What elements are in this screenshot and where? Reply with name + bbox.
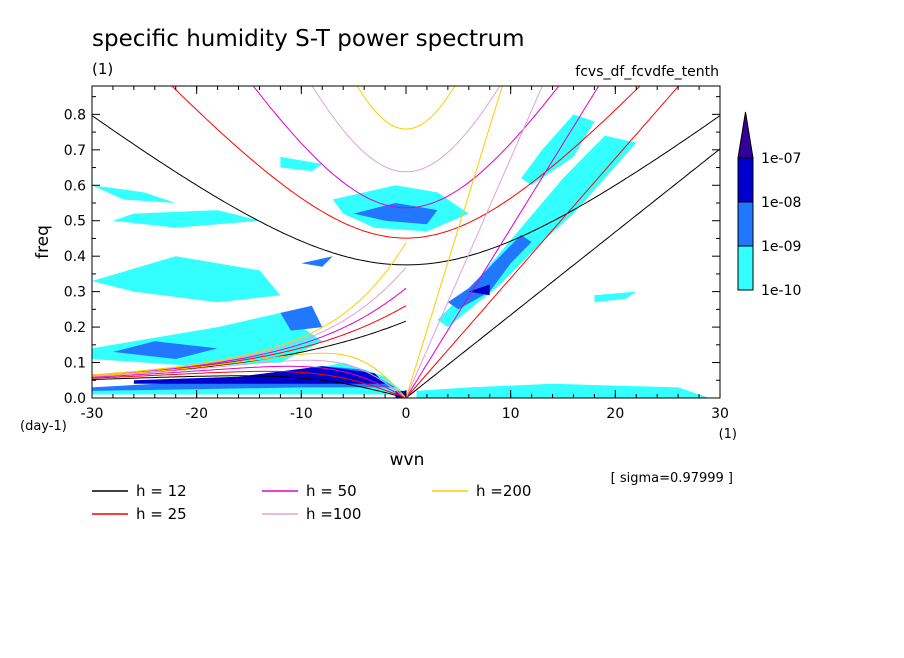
colorbar-label: 1e-07 <box>761 151 801 167</box>
power-region-9 <box>416 383 710 398</box>
x-tick-label: -10 <box>290 406 313 422</box>
x-tick-label: 30 <box>711 406 729 422</box>
legend-label: h =200 <box>476 482 531 500</box>
power-region-2 <box>92 256 281 303</box>
colorbar-segment <box>737 245 754 291</box>
power-region-15 <box>447 234 532 310</box>
y-tick-label: 0.6 <box>64 178 86 194</box>
y-tick-label: 0.0 <box>64 391 86 407</box>
curve-ig1-h12 <box>92 115 720 266</box>
curve-er1-h50 <box>92 365 407 398</box>
power-region-5 <box>280 156 323 172</box>
colorbar-segment <box>737 201 754 247</box>
x-tick-label: 10 <box>502 406 520 422</box>
x-tick-label: 0 <box>402 406 411 422</box>
chart-title: specific humidity S-T power spectrum <box>92 26 524 52</box>
chart-subtitle-right: fcvs_df_fcvdfe_tenth <box>575 64 719 80</box>
x-axis-unit: (1) <box>719 427 737 442</box>
power-region-3 <box>92 185 176 203</box>
power-region-10 <box>594 291 637 303</box>
curve-er1-h25 <box>92 370 407 398</box>
x-axis-label: wvn <box>390 450 425 470</box>
colorbar-arrow <box>737 111 754 159</box>
chart-subtitle-left: (1) <box>92 60 113 78</box>
power-region-4 <box>112 210 260 228</box>
colorbar-segment <box>737 157 754 203</box>
x-tick-label: -20 <box>185 406 208 422</box>
colorbar: 1e-10 1e-09 1e-08 1e-07 <box>737 111 801 299</box>
curve-er1-h12 <box>92 375 407 398</box>
y-tick-label: 0.8 <box>64 107 86 123</box>
legend-label: h = 50 <box>306 482 357 500</box>
power-region-17 <box>133 366 386 384</box>
legend-label: h = 12 <box>136 482 187 500</box>
legend: h = 12 h = 25 h = 50 h =100 h =200 <box>92 482 531 523</box>
legend-label: h =100 <box>306 505 361 523</box>
colorbar-label: 1e-09 <box>761 239 801 255</box>
y-tick-label: 0.7 <box>64 143 86 159</box>
x-tick-label: 20 <box>606 406 624 422</box>
y-axis-label: freq <box>33 225 53 259</box>
power-region-13 <box>280 305 323 331</box>
y-axis-unit: (day-1) <box>20 419 67 434</box>
x-axis: -30 -20 -10 0 10 20 30 <box>81 86 729 422</box>
colorbar-label: 1e-10 <box>761 283 801 299</box>
curve-ig1-h50 <box>252 86 560 209</box>
y-tick-label: 0.5 <box>64 214 86 230</box>
y-axis: 0.0 0.1 0.2 0.3 0.4 0.5 0.6 0.7 0.8 <box>64 96 720 407</box>
curve-er1-h100 <box>92 359 407 398</box>
curve-mrg-h200 <box>92 242 407 376</box>
dispersion-curves <box>92 86 720 398</box>
curve-kelvin-h25 <box>405 86 680 398</box>
power-region-19 <box>468 284 490 296</box>
power-region-8 <box>521 114 595 186</box>
y-tick-label: 0.2 <box>64 320 86 336</box>
power-region-12 <box>112 341 218 359</box>
curve-kelvin-h100 <box>405 86 543 398</box>
curve-kelvin-h12 <box>405 148 720 398</box>
curve-ig1-h100 <box>311 86 501 173</box>
legend-label: h = 25 <box>136 505 187 523</box>
curve-kelvin-h50 <box>405 86 600 398</box>
power-region-16 <box>301 256 333 267</box>
sigma-annotation: [ sigma=0.97999 ] <box>611 471 733 486</box>
curve-er1-h200 <box>92 352 407 398</box>
y-tick-label: 0.4 <box>64 249 86 265</box>
power-region-14 <box>353 203 438 225</box>
x-tick-label: -30 <box>81 406 104 422</box>
curve-ig1-h200 <box>356 86 456 130</box>
curve-kelvin-h200 <box>405 86 503 398</box>
y-tick-label: 0.1 <box>64 356 86 372</box>
curve-ig1-h25 <box>171 86 641 239</box>
colorbar-label: 1e-08 <box>761 195 801 211</box>
y-tick-label: 0.3 <box>64 285 86 301</box>
